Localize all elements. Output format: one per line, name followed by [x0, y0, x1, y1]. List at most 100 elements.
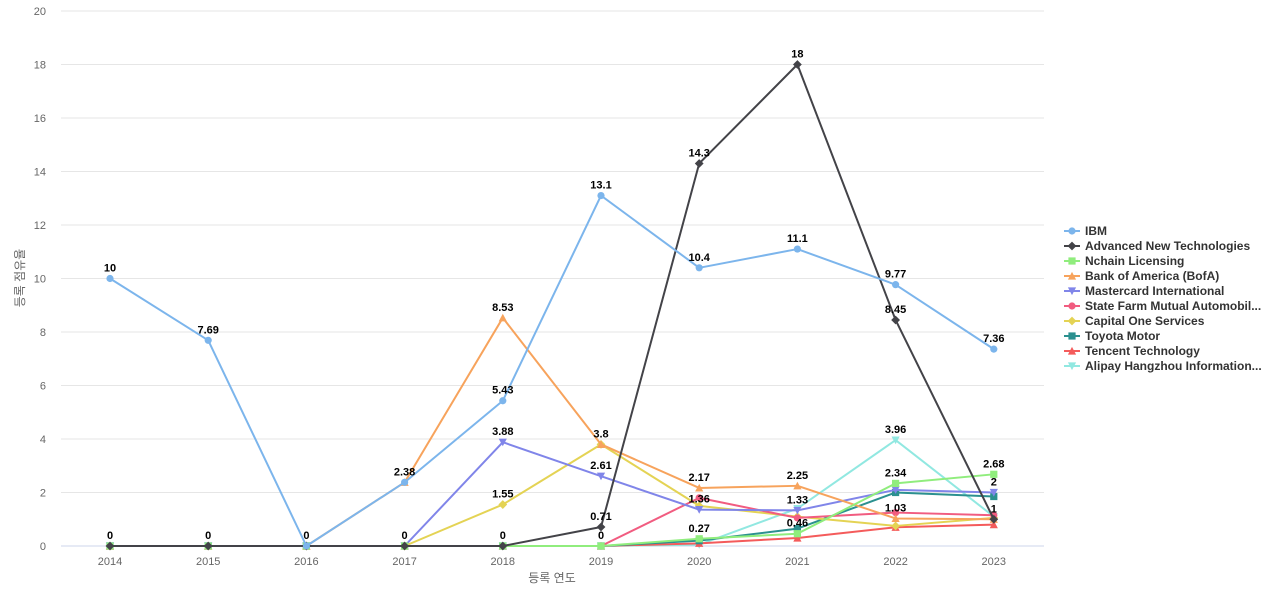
legend-label: Alipay Hangzhou Information...: [1085, 359, 1262, 373]
legend-item[interactable]: Advanced New Technologies: [1064, 239, 1250, 253]
data-label: 2.25: [787, 470, 808, 482]
legend-label: Bank of America (BofA): [1085, 269, 1219, 283]
legend-marker[interactable]: [1067, 346, 1077, 355]
legend-marker[interactable]: [1068, 302, 1076, 310]
data-point[interactable]: [892, 508, 900, 517]
data-point[interactable]: [891, 514, 900, 523]
x-tick-label: 2014: [98, 556, 122, 568]
data-label: 0.46: [787, 518, 808, 530]
legend-marker[interactable]: [1067, 241, 1077, 251]
data-point[interactable]: [990, 470, 998, 478]
legend-marker[interactable]: [1067, 362, 1077, 371]
data-point[interactable]: [695, 494, 703, 502]
data-point[interactable]: [891, 521, 900, 531]
data-point[interactable]: [204, 336, 212, 344]
data-point[interactable]: [695, 506, 704, 514]
legend-label: Mastercard International: [1085, 284, 1224, 298]
data-point[interactable]: [105, 541, 115, 551]
legend-marker[interactable]: [1068, 332, 1076, 340]
series-ibm: [106, 191, 998, 550]
legend-label: Toyota Motor: [1085, 329, 1160, 343]
data-label: 18: [791, 49, 803, 61]
data-point[interactable]: [106, 274, 114, 283]
data-label: 11.1: [787, 233, 808, 245]
data-point[interactable]: [597, 542, 605, 550]
data-point[interactable]: [891, 486, 900, 494]
legend-label: Nchain Licensing: [1085, 254, 1184, 268]
data-label: 14.3: [688, 147, 709, 159]
data-point[interactable]: [793, 525, 801, 533]
data-point[interactable]: [990, 345, 998, 353]
data-label: 1.55: [492, 489, 513, 501]
data-point[interactable]: [891, 436, 900, 445]
data-point[interactable]: [400, 541, 409, 551]
data-label: 13.1: [590, 180, 611, 192]
data-point[interactable]: [401, 478, 409, 486]
series-line: [110, 316, 994, 547]
series-line: [110, 63, 995, 547]
data-point[interactable]: [498, 438, 507, 447]
legend-item[interactable]: Toyota Motor: [1064, 329, 1160, 343]
data-label: 1: [991, 503, 997, 515]
x-tick-label: 2015: [196, 556, 220, 568]
data-point[interactable]: [302, 542, 310, 550]
data-label: 7.36: [983, 333, 1004, 345]
data-point[interactable]: [793, 514, 802, 522]
legend-item[interactable]: State Farm Mutual Automobil...: [1064, 299, 1261, 313]
legend-item[interactable]: Bank of America (BofA): [1064, 269, 1219, 283]
y-tick-label: 20: [34, 6, 46, 18]
legend-label: IBM: [1085, 224, 1107, 238]
legend-item[interactable]: Alipay Hangzhou Information...: [1064, 359, 1262, 373]
data-point[interactable]: [695, 483, 704, 492]
data-point[interactable]: [892, 281, 900, 289]
legend-marker[interactable]: [1068, 257, 1076, 265]
data-label: 1.33: [787, 494, 808, 506]
data-point[interactable]: [793, 530, 801, 538]
legend-item[interactable]: Tencent Technology: [1064, 344, 1200, 358]
data-point[interactable]: [596, 440, 606, 448]
data-point[interactable]: [499, 397, 507, 405]
data-point[interactable]: [891, 315, 900, 325]
legend-marker[interactable]: [1068, 227, 1076, 235]
y-axis-ticks: 0 2 4 6 8 10 12 14 16 18 20: [34, 6, 46, 553]
data-point[interactable]: [498, 500, 508, 509]
series-lines: [105, 60, 999, 551]
y-tick-label: 6: [40, 381, 46, 393]
data-point[interactable]: [793, 481, 802, 490]
legend-item[interactable]: Nchain Licensing: [1064, 254, 1184, 268]
data-point[interactable]: [793, 245, 802, 253]
legend-item[interactable]: Mastercard International: [1064, 284, 1224, 298]
data-point[interactable]: [892, 479, 900, 488]
data-point[interactable]: [989, 514, 999, 524]
data-point[interactable]: [596, 472, 606, 481]
series-alipay-hangzhou-information: [105, 436, 998, 551]
legend-marker[interactable]: [1067, 287, 1077, 296]
data-point[interactable]: [596, 522, 606, 532]
series-line: [109, 194, 995, 547]
x-axis-title: 등록 연도: [528, 571, 576, 585]
data-label: 3.8: [593, 428, 608, 440]
data-point[interactable]: [989, 488, 998, 497]
data-point[interactable]: [793, 60, 802, 69]
data-point[interactable]: [695, 535, 703, 543]
data-point[interactable]: [694, 159, 704, 168]
data-point[interactable]: [695, 264, 703, 272]
data-point[interactable]: [793, 506, 802, 515]
data-label: 7.69: [197, 324, 218, 336]
data-label: 0: [205, 530, 211, 542]
legend-marker[interactable]: [1067, 316, 1077, 326]
data-point[interactable]: [597, 191, 605, 200]
data-point[interactable]: [203, 541, 213, 551]
y-tick-label: 0: [40, 541, 46, 553]
data-point[interactable]: [498, 541, 508, 551]
legend-item[interactable]: IBM: [1064, 224, 1107, 238]
legend-item[interactable]: Capital One Services: [1064, 314, 1205, 328]
data-label: 5.43: [492, 385, 513, 397]
y-tick-label: 16: [34, 113, 46, 125]
data-label: 2.38: [394, 466, 415, 478]
legend-marker[interactable]: [1067, 271, 1077, 280]
data-point[interactable]: [989, 520, 998, 529]
data-point[interactable]: [793, 533, 802, 542]
data-point[interactable]: [498, 313, 507, 322]
